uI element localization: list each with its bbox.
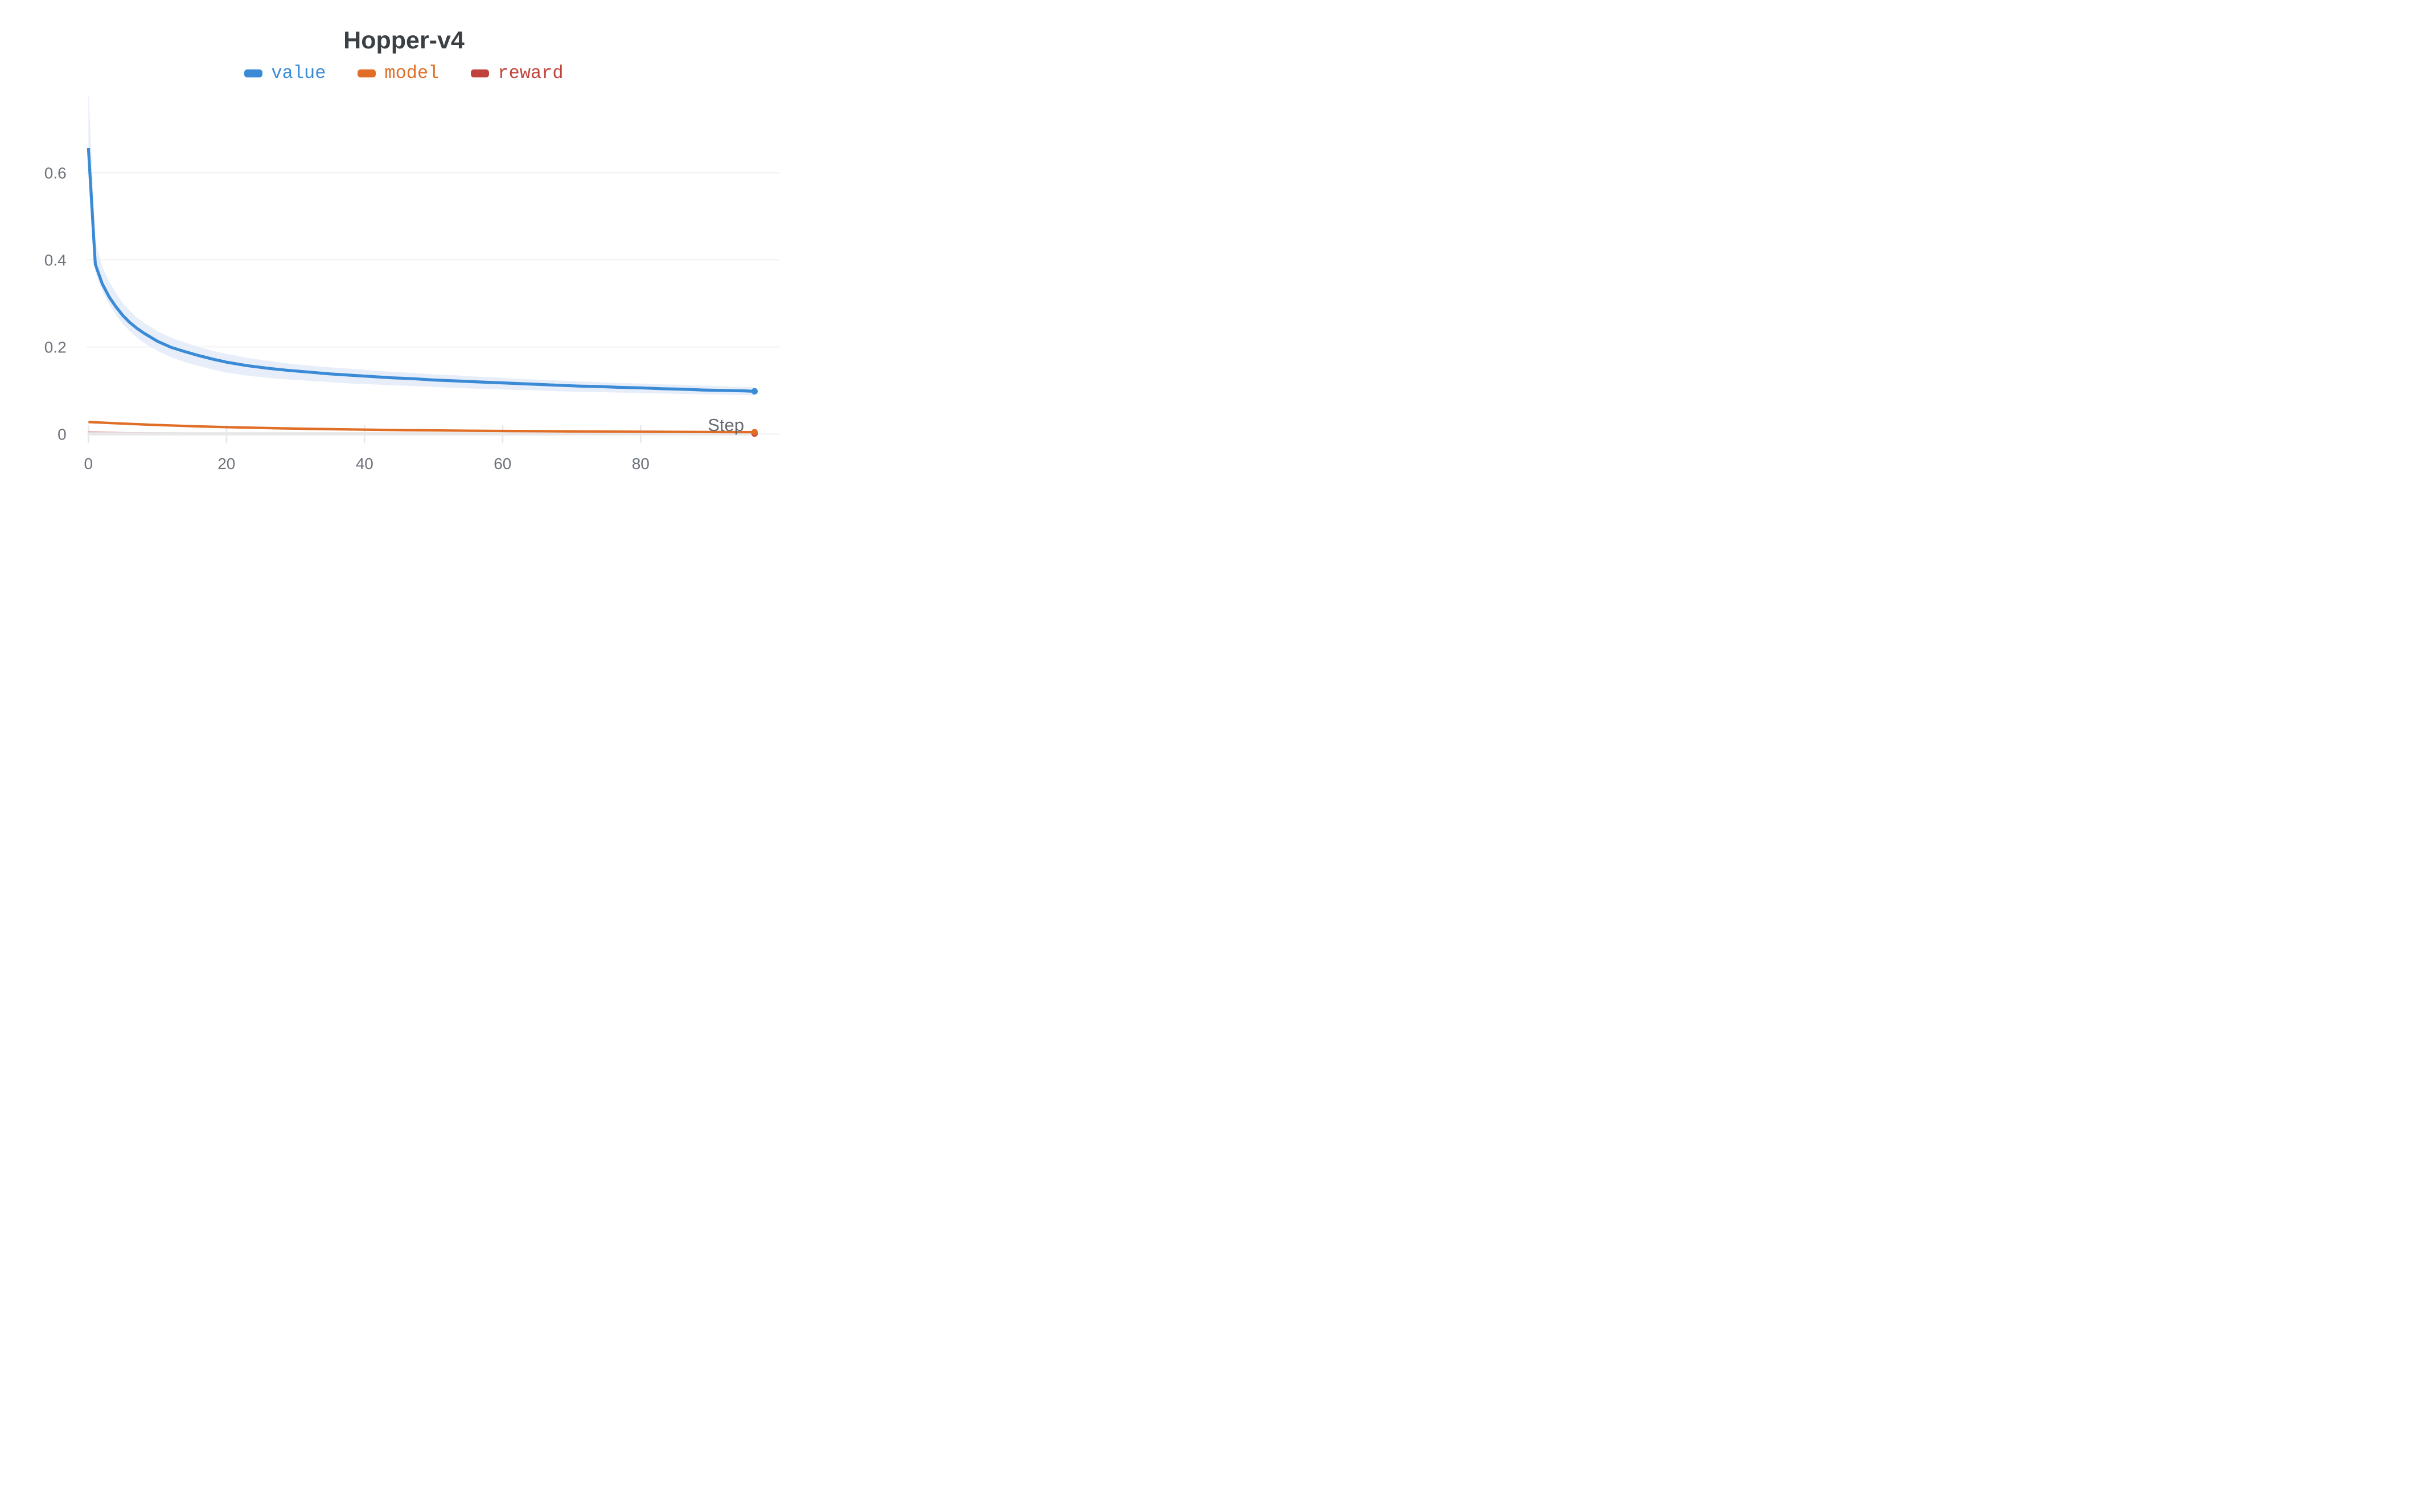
legend-swatch-model bbox=[358, 69, 376, 77]
legend-swatch-value bbox=[244, 69, 263, 77]
x-tick-label-0: 0 bbox=[84, 455, 93, 472]
legend-swatch-reward bbox=[471, 69, 490, 77]
y-tick-label-0: 0 bbox=[58, 425, 67, 443]
x-tick-label-60: 60 bbox=[494, 455, 511, 472]
x-tick-label-40: 40 bbox=[356, 455, 373, 472]
y-tick-label-0.6: 0.6 bbox=[44, 165, 67, 182]
chart-title: Hopper-v4 bbox=[343, 27, 465, 54]
legend: value model reward bbox=[0, 64, 808, 83]
x-tick-label-20: 20 bbox=[217, 455, 235, 472]
legend-label-model: model bbox=[384, 63, 440, 84]
legend-item-value: value bbox=[244, 64, 326, 83]
legend-label-value: value bbox=[271, 63, 326, 84]
chart-canvas: 0 0.2 0.4 0.6 0 20 40 60 80 Step bbox=[44, 96, 779, 472]
model-line bbox=[88, 421, 755, 434]
value-band bbox=[88, 96, 755, 396]
x-tick-mark-0 bbox=[87, 425, 89, 443]
value-line bbox=[87, 147, 755, 393]
x-axis-label: Step bbox=[708, 415, 744, 435]
x-tick-label-80: 80 bbox=[632, 455, 650, 472]
y-tick-label-0.4: 0.4 bbox=[44, 252, 67, 269]
model-end-dot bbox=[751, 429, 758, 435]
reward-band bbox=[88, 432, 755, 435]
value-end-dot bbox=[751, 388, 758, 395]
legend-item-reward: reward bbox=[471, 63, 564, 84]
legend-item-model: model bbox=[358, 64, 439, 83]
y-tick-label-0.2: 0.2 bbox=[44, 338, 67, 356]
legend-label-reward: reward bbox=[498, 63, 564, 84]
